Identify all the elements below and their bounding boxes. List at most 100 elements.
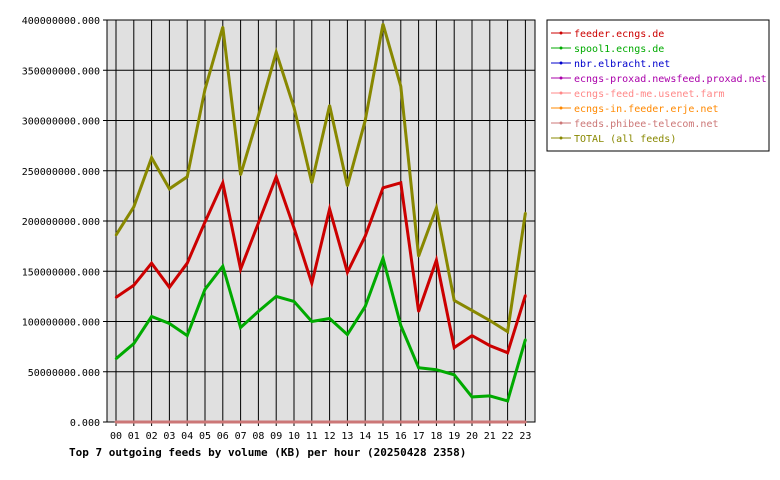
data-point	[488, 344, 491, 347]
legend-label: ecngs-proxad.newsfeed.proxad.net	[574, 74, 767, 85]
data-point	[292, 420, 296, 424]
data-point	[488, 319, 491, 322]
data-point	[186, 420, 189, 424]
data-point	[168, 420, 171, 424]
x-tick-label: 05	[199, 431, 211, 442]
data-point	[435, 258, 438, 262]
series-line-total-all-feeds-	[114, 23, 527, 335]
y-tick-label: 350000000.000	[22, 66, 100, 77]
legend-marker	[559, 61, 563, 65]
data-point	[310, 320, 313, 323]
data-point	[132, 342, 135, 345]
y-tick-label: 100000000.000	[22, 318, 100, 329]
legend-marker	[559, 106, 563, 110]
data-point	[399, 85, 402, 88]
y-tick-label: 300000000.000	[22, 117, 100, 128]
data-point	[328, 104, 331, 107]
data-point	[257, 114, 260, 117]
data-point	[328, 420, 331, 424]
legend-label: ecngs-in.feeder.erje.net	[574, 104, 719, 115]
legend-marker	[559, 31, 563, 35]
data-point	[203, 88, 207, 91]
y-axis-ticks: 0.000 50000000.000 100000000.000 150000000.…	[22, 16, 107, 429]
data-point	[257, 420, 260, 424]
data-point	[417, 366, 420, 369]
y-tick-label: 0.000	[70, 418, 100, 429]
data-point	[132, 205, 135, 209]
data-point	[524, 338, 527, 341]
x-tick-label: 10	[288, 431, 300, 442]
x-tick-label: 22	[502, 431, 514, 442]
data-point	[417, 254, 420, 258]
data-point	[346, 420, 349, 424]
legend-marker	[559, 121, 563, 125]
legend-marker	[559, 136, 563, 140]
data-point	[150, 420, 153, 424]
legend-marker	[559, 76, 563, 80]
legend: feeder.ecngs.de spool1.ecngs.de nbr.elbrac…	[546, 19, 770, 152]
x-tick-label: 20	[466, 431, 478, 442]
data-point	[114, 357, 118, 360]
data-point	[275, 420, 278, 424]
x-tick-label: 11	[306, 431, 318, 442]
data-point	[346, 333, 349, 336]
data-point	[257, 310, 260, 313]
legend-label: feeds.phibee-telecom.net	[574, 119, 719, 130]
data-point	[524, 211, 527, 215]
x-tick-label: 14	[359, 431, 371, 442]
legend-label: TOTAL (all feeds)	[574, 134, 676, 145]
legend-entry: ecngs-in.feeder.erje.net	[551, 104, 719, 115]
data-point	[310, 420, 313, 424]
data-point	[150, 262, 153, 265]
data-point	[399, 324, 402, 327]
x-tick-label: 18	[430, 431, 442, 442]
data-point	[221, 25, 224, 29]
data-point	[168, 286, 171, 289]
data-point	[168, 187, 171, 191]
legend-entry: ecngs-feed-me.usenet.farm	[551, 89, 725, 100]
data-point	[417, 420, 420, 424]
data-point	[132, 420, 135, 424]
legend-marker	[559, 46, 563, 50]
data-point	[114, 233, 118, 237]
data-point	[239, 326, 242, 329]
x-tick-label: 03	[163, 431, 175, 442]
data-point	[381, 22, 385, 26]
x-tick-label: 16	[395, 431, 407, 442]
data-point	[399, 181, 402, 185]
y-tick-label: 50000000.000	[28, 368, 100, 379]
x-tick-label: 08	[252, 431, 264, 442]
legend-entry: spool1.ecngs.de	[551, 44, 664, 55]
x-tick-label: 12	[324, 431, 336, 442]
data-point	[150, 315, 153, 318]
series-line-feeder-ecngs-de	[115, 172, 527, 355]
data-point	[524, 294, 527, 297]
data-point	[506, 330, 509, 333]
data-point	[275, 295, 278, 298]
data-point	[203, 220, 207, 224]
data-point	[435, 368, 438, 371]
data-point	[524, 420, 527, 424]
x-tick-label: 17	[413, 431, 425, 442]
data-point	[417, 310, 420, 313]
x-tick-label: 15	[377, 431, 389, 442]
data-point	[221, 181, 224, 185]
legend-entry: feeder.ecngs.de	[551, 29, 664, 40]
x-tick-label: 04	[181, 431, 193, 442]
data-point	[506, 399, 509, 403]
data-point	[364, 305, 367, 308]
data-point	[453, 346, 456, 349]
data-point	[186, 262, 189, 265]
data-point	[275, 175, 278, 178]
x-tick-label: 21	[484, 431, 496, 442]
data-point	[506, 351, 509, 354]
data-point	[453, 420, 456, 424]
data-point	[292, 226, 296, 230]
x-tick-label: 07	[235, 431, 247, 442]
x-tick-label: 06	[217, 431, 229, 442]
data-point	[168, 322, 171, 325]
data-point	[239, 173, 242, 176]
data-point	[435, 206, 438, 210]
